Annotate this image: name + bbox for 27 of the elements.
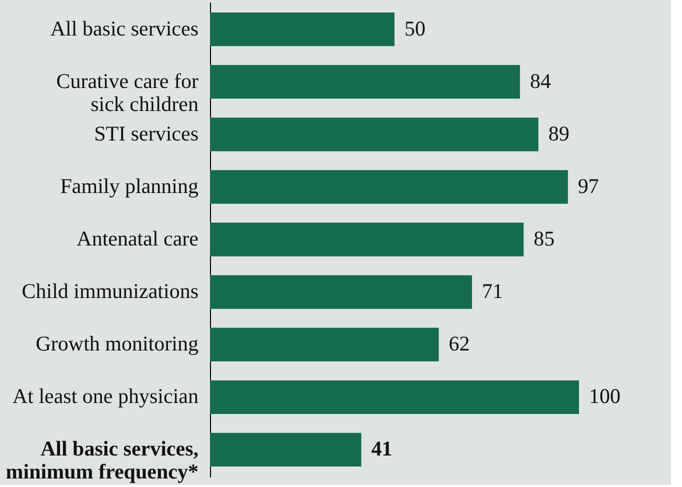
data-label: 89 xyxy=(548,121,570,146)
data-label: 62 xyxy=(448,332,470,356)
bar xyxy=(210,170,568,204)
bar xyxy=(210,432,362,466)
data-label: 97 xyxy=(578,174,599,198)
bar xyxy=(210,12,394,46)
data-label: 41 xyxy=(371,436,392,461)
y-tick-label: STI services xyxy=(94,121,198,146)
data-label: 71 xyxy=(482,279,503,304)
data-label: 50 xyxy=(404,16,426,40)
bar xyxy=(210,222,524,256)
data-label: 85 xyxy=(534,226,555,250)
y-tick-label: Antenatal care xyxy=(76,226,198,250)
data-label: 84 xyxy=(530,68,552,93)
bar xyxy=(210,328,439,362)
y-tick-label: Family planning xyxy=(60,174,199,198)
bar xyxy=(210,380,579,414)
y-tick-label: All basic services, minimum frequency* xyxy=(6,436,198,484)
bar xyxy=(210,275,472,309)
y-tick-label: All basic services xyxy=(50,16,198,40)
y-tick-label: At least one physician xyxy=(12,384,199,408)
data-label: 100 xyxy=(589,384,620,408)
bar xyxy=(210,65,520,99)
y-tick-label: Curative care for sick children xyxy=(56,68,199,116)
y-tick-label: Child immunizations xyxy=(22,279,198,304)
y-tick-label: Growth monitoring xyxy=(36,332,199,356)
bar xyxy=(210,118,538,152)
